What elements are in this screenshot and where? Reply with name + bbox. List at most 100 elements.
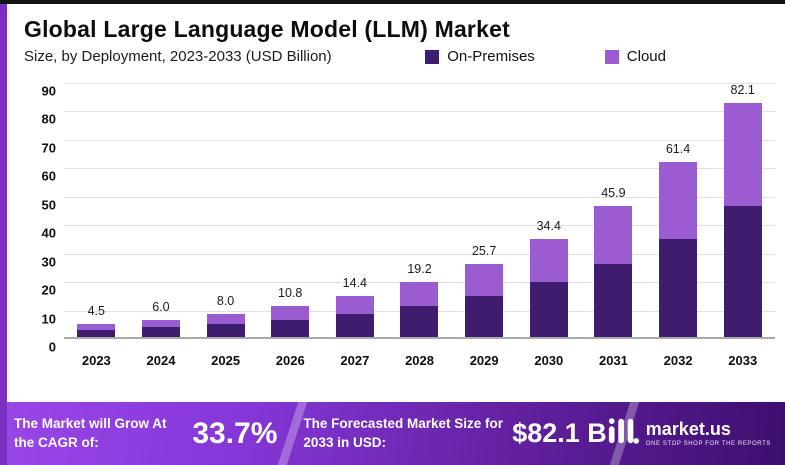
legend-item-on-premises: On-Premises (425, 48, 535, 65)
x-tick-label-2027: 2027 (340, 353, 370, 368)
chart-header: Global Large Language Model (LLM) Market… (0, 4, 785, 65)
y-axis-labels: 0 10 20 30 40 50 60 70 80 90 (22, 83, 58, 355)
y-tick-label: 20 (41, 282, 56, 298)
bar-total-label-2024: 6.0 (152, 299, 170, 314)
chart-subtitle: Size, by Deployment, 2023-2033 (USD Bill… (24, 48, 332, 65)
bar-stack-2033 (723, 103, 762, 337)
bar-stack-2028 (400, 282, 439, 337)
bar-total-label-2026: 10.8 (278, 286, 303, 301)
bar-stack-2023 (77, 324, 116, 337)
x-tick-label-2029: 2029 (469, 353, 499, 368)
y-tick-label: 80 (41, 111, 56, 127)
bar-cloud-2028 (400, 282, 439, 307)
logo-text: market.us (645, 419, 731, 439)
bar-stack-2024 (141, 319, 180, 337)
bar-group-2032: 61.4 (646, 83, 711, 337)
bar-cloud-2030 (529, 239, 568, 283)
bar-total-label-2025: 8.0 (216, 294, 235, 309)
y-tick-label: 0 (48, 339, 56, 355)
x-tick-label-2023: 2023 (81, 353, 111, 368)
bar-onpremises-2027 (335, 313, 374, 337)
bar-stack-2031 (594, 206, 633, 337)
legend-item-cloud: Cloud (604, 48, 666, 65)
bar-group-2029: 25.7 (452, 83, 517, 337)
bar-cloud-2024 (141, 319, 180, 328)
bar-stack-2029 (465, 263, 504, 337)
bar-onpremises-2029 (465, 296, 504, 337)
marketus-logo[interactable]: market.us ONE STOP SHOP FOR THE REPORTS (607, 416, 785, 451)
x-tick-label-2026: 2026 (275, 353, 305, 368)
bar-stack-2026 (271, 306, 310, 337)
bar-total-label-2028: 19.2 (407, 262, 432, 277)
bar-onpremises-2031 (594, 263, 633, 337)
bar-onpremises-2024 (141, 327, 180, 337)
bar-group-2023: 4.5 (64, 83, 129, 337)
bar-cloud-2027 (335, 296, 374, 314)
bar-total-label-2030: 34.4 (536, 219, 561, 234)
legend-label-cloud: Cloud (626, 48, 666, 65)
plot-area: 4.5 6.0 8.0 10.8 14.4 19.2 25.7 34.4 45.9 61.4 82.… (64, 83, 775, 339)
gridline (64, 168, 775, 170)
x-axis-labels: 2023 2024 2025 2026 2027 2028 2029 2030 2031 2032… (64, 353, 775, 368)
cagr-value: 33.7% (192, 416, 278, 450)
bar-onpremises-2033 (723, 205, 762, 337)
bar-cloud-2033 (723, 103, 762, 206)
x-tick-label-2025: 2025 (211, 353, 241, 368)
logo-tagline: ONE STOP SHOP FOR THE REPORTS (645, 441, 771, 447)
left-accent-stripe (0, 4, 7, 465)
bar-group-2031: 45.9 (581, 83, 646, 337)
bar-cloud-2025 (206, 314, 245, 325)
chart-area: 0 10 20 30 40 50 60 70 80 90 4.5 6.0 8.0 10.8 14.4 19.… (22, 75, 775, 380)
y-tick-label: 90 (41, 83, 56, 99)
cagr-label: The Market will Grow At the CAGR of: (14, 416, 167, 450)
bar-cloud-2023 (77, 324, 116, 330)
chart-title: Global Large Language Model (LLM) Market (24, 16, 510, 42)
bar-group-2028: 19.2 (387, 83, 452, 337)
x-tick-label-2024: 2024 (146, 353, 176, 368)
bar-group-2030: 34.4 (516, 83, 581, 337)
bar-group-2027: 14.4 (323, 83, 388, 337)
bar-group-2026: 10.8 (258, 83, 323, 337)
legend: On-Premises Cloud (425, 48, 771, 65)
bar-stack-2027 (335, 296, 374, 337)
x-tick-label-2032: 2032 (663, 353, 693, 368)
gridline (64, 111, 775, 113)
bar-onpremises-2023 (77, 329, 116, 337)
gridline (64, 83, 775, 84)
gridline (64, 196, 775, 198)
y-tick-label: 70 (41, 140, 56, 156)
x-tick-label-2033: 2033 (728, 353, 758, 368)
y-tick-label: 60 (41, 168, 56, 184)
bar-group-2024: 6.0 (129, 83, 194, 337)
bar-group-2025: 8.0 (193, 83, 258, 337)
bar-onpremises-2030 (529, 282, 568, 337)
forecast-value: $82.1 B (512, 418, 607, 448)
bar-onpremises-2026 (271, 319, 310, 337)
bar-onpremises-2032 (659, 238, 698, 337)
bar-total-label-2032: 61.4 (665, 142, 691, 157)
bar-onpremises-2025 (206, 324, 245, 337)
bar-stack-2032 (659, 162, 698, 337)
x-tick-label-2031: 2031 (598, 353, 628, 368)
bar-total-label-2033: 82.1 (730, 83, 755, 98)
y-tick-label: 40 (41, 225, 56, 241)
x-tick-label-2028: 2028 (405, 353, 434, 368)
gridline (64, 225, 775, 227)
gridline (64, 253, 775, 255)
bar-onpremises-2028 (400, 306, 439, 337)
footer-banner: The Market will Grow At the CAGR of: 33.… (0, 402, 785, 465)
gridline (64, 139, 775, 141)
bar-total-label-2023: 4.5 (87, 304, 105, 319)
on-premises-swatch (425, 49, 440, 64)
bar-total-label-2027: 14.4 (342, 276, 368, 291)
y-tick-label: 50 (41, 197, 56, 213)
bar-cloud-2029 (465, 263, 504, 297)
bar-stack-2025 (206, 314, 245, 337)
x-tick-label-2030: 2030 (534, 353, 564, 368)
bar-cloud-2032 (659, 162, 698, 239)
forecast-label: The Forecasted Market Size for 2033 in U… (303, 416, 503, 450)
y-tick-label: 30 (41, 254, 56, 270)
bar-total-label-2029: 25.7 (471, 243, 497, 258)
bar-total-label-2031: 45.9 (601, 186, 626, 201)
